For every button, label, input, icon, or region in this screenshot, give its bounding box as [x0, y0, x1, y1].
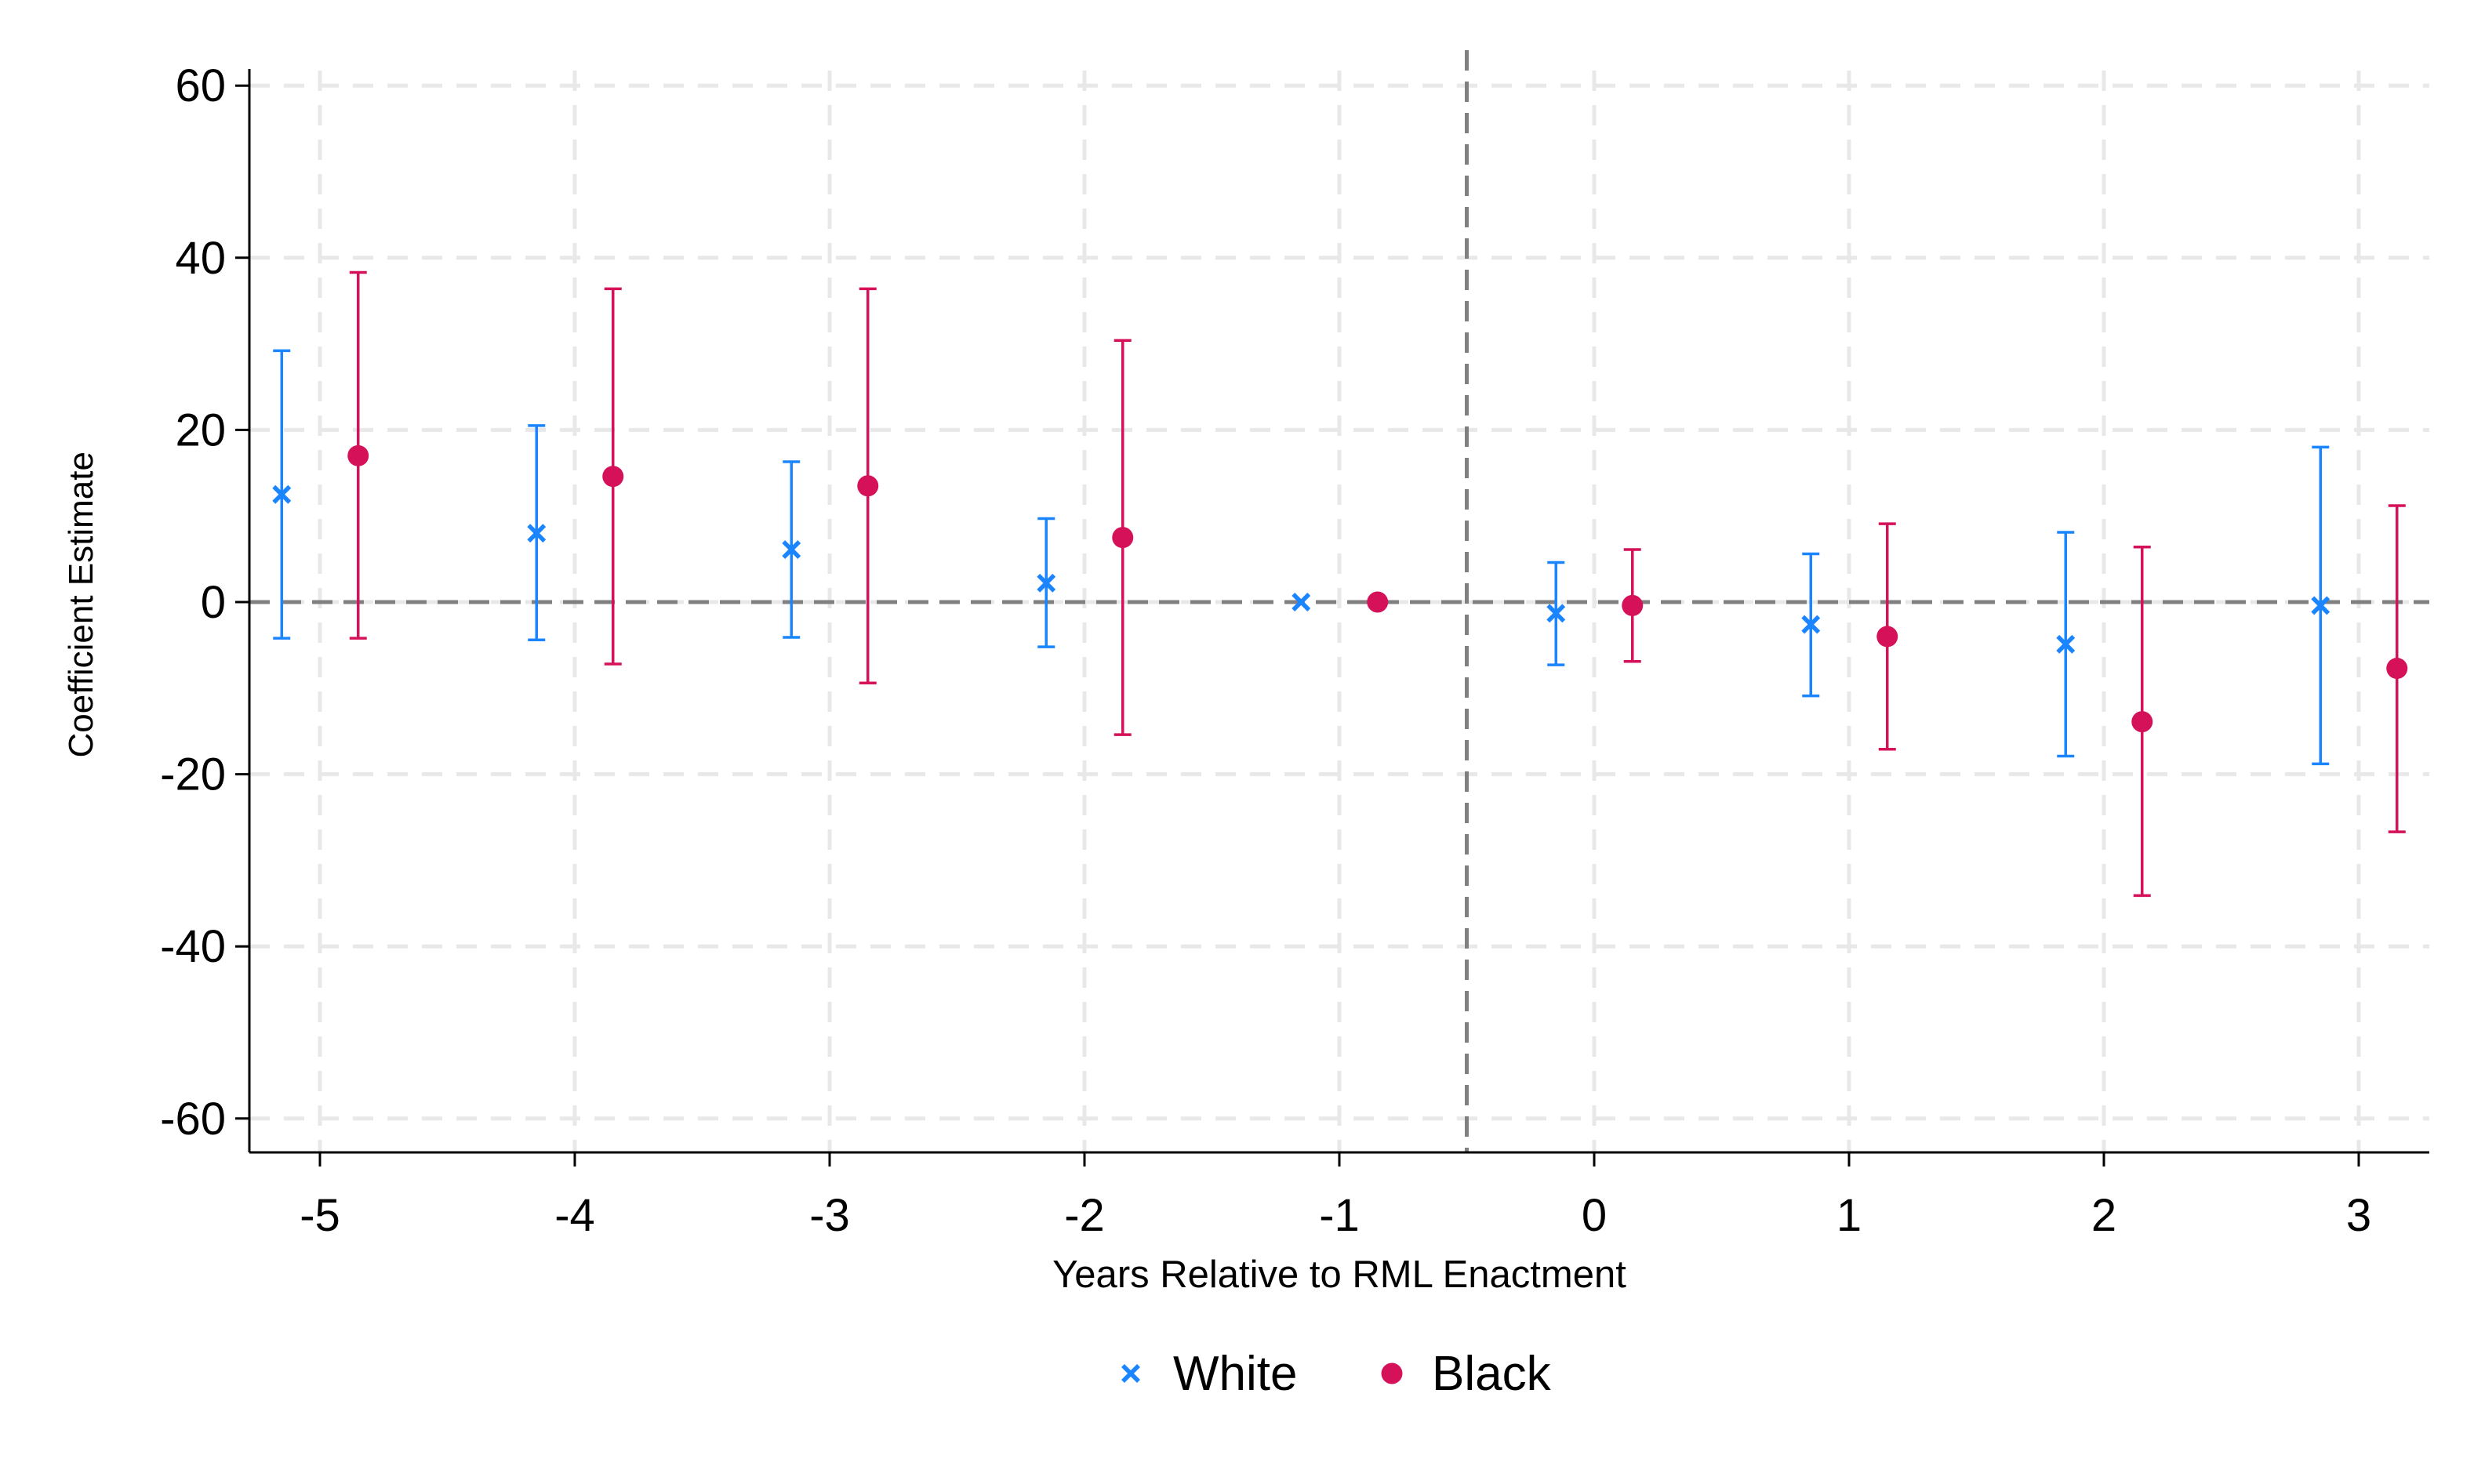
- x-tick-label: 2: [2091, 1190, 2116, 1241]
- point-white: [1291, 593, 1311, 611]
- point-black: [1367, 591, 1389, 613]
- x-axis-label: Years Relative to RML Enactment: [1052, 1254, 1626, 1296]
- axes: -60 -40 -20 0 20 40 60 -5 -4 -3 -2 -1 0 1 2 3: [160, 60, 2429, 1241]
- y-tick-label: 60: [175, 60, 226, 111]
- marker-stroke: [1037, 573, 1056, 593]
- marker-stroke: [1546, 604, 1566, 623]
- legend-marker-white: [1121, 1364, 1140, 1383]
- legend-label-white: White: [1173, 1347, 1297, 1401]
- marker-stroke: [1801, 615, 1821, 634]
- x-tick-label: -2: [1064, 1190, 1105, 1241]
- legend-label-black: Black: [1432, 1347, 1552, 1401]
- marker-stroke: [272, 484, 292, 504]
- marker-stroke: [1291, 593, 1311, 611]
- x-tick-label: -1: [1319, 1190, 1360, 1241]
- point-black: [1112, 527, 1134, 549]
- x-tick-label: -5: [300, 1190, 340, 1241]
- y-tick-label: 20: [175, 405, 226, 455]
- marker-stroke: [782, 540, 801, 559]
- marker-stroke: [1121, 1364, 1140, 1383]
- legend-marker-black: [1381, 1362, 1403, 1384]
- y-tick-label: 0: [201, 577, 226, 628]
- x-tick-label: 1: [1836, 1190, 1862, 1241]
- point-white: [1546, 604, 1566, 623]
- point-white: [1037, 573, 1056, 593]
- legend: White Black: [1121, 1347, 1552, 1401]
- y-tick-label: -40: [160, 921, 226, 972]
- point-black: [347, 444, 369, 466]
- series-white: [272, 349, 2331, 766]
- point-white: [1801, 615, 1821, 634]
- point-black: [602, 466, 624, 488]
- point-black: [2131, 711, 2153, 733]
- series-black: [347, 270, 2408, 898]
- y-tick-label: 40: [175, 233, 226, 284]
- x-tick-label: 3: [2346, 1190, 2371, 1241]
- marker-stroke: [2311, 596, 2331, 615]
- legend-item-black: Black: [1381, 1347, 1552, 1401]
- y-axis-label: Coefficient Estimate: [62, 452, 100, 757]
- point-white: [2311, 596, 2331, 615]
- x-tick-label: -4: [554, 1190, 595, 1241]
- x-tick-label: 0: [1582, 1190, 1607, 1241]
- marker-stroke: [527, 524, 547, 543]
- marker-stroke: [2056, 634, 2076, 654]
- legend-item-white: White: [1121, 1347, 1297, 1401]
- point-white: [782, 540, 801, 559]
- point-white: [527, 524, 547, 543]
- point-white: [2056, 634, 2076, 654]
- y-tick-label: -60: [160, 1094, 226, 1145]
- y-tick-label: -20: [160, 749, 226, 800]
- point-black: [857, 475, 879, 497]
- series-layer: [272, 270, 2408, 898]
- point-black: [1622, 594, 1644, 616]
- point-black: [1876, 626, 1898, 648]
- point-white: [272, 484, 292, 504]
- x-tick-label: -3: [809, 1190, 850, 1241]
- point-black: [2386, 658, 2408, 680]
